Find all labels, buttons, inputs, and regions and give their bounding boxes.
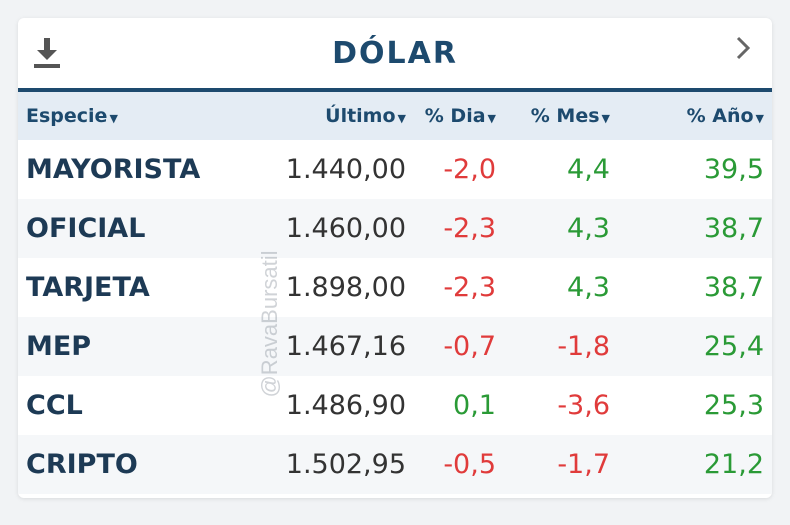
species-name: TARJETA	[26, 272, 150, 303]
species-name: OFICIAL	[26, 213, 146, 244]
species-name: CRIPTO	[26, 449, 138, 480]
column-header-mes[interactable]: % Mes ▼	[530, 105, 610, 127]
last-price: 1.440,00	[285, 154, 406, 185]
day-change: 0,1	[453, 390, 496, 421]
day-change: -2,3	[443, 213, 496, 244]
table-row[interactable]: TARJETA 1.898,00 -2,3 4,3 38,7	[18, 258, 772, 317]
table-row[interactable]: MAYORISTA 1.440,00 -2,0 4,4 39,5	[18, 140, 772, 199]
year-change: 38,7	[703, 272, 764, 303]
column-header-ano[interactable]: % Año ▼	[686, 105, 764, 127]
year-change: 38,7	[703, 213, 764, 244]
column-header-ultimo[interactable]: Último ▼	[325, 105, 406, 127]
year-change: 25,4	[703, 331, 764, 362]
sort-caret-icon: ▼	[755, 112, 764, 125]
sort-caret-icon: ▼	[601, 112, 610, 125]
year-change: 21,2	[703, 449, 764, 480]
sort-caret-icon: ▼	[109, 112, 118, 125]
sort-caret-icon: ▼	[487, 112, 496, 125]
month-change: -3,6	[557, 390, 610, 421]
table-row[interactable]: MEP 1.467,16 -0,7 -1,8 25,4	[18, 317, 772, 376]
last-price: 1.502,95	[285, 449, 406, 480]
day-change: -0,7	[443, 331, 496, 362]
day-change: -2,3	[443, 272, 496, 303]
widget-header: DÓLAR	[18, 18, 772, 92]
last-price: 1.486,90	[285, 390, 406, 421]
month-change: 4,3	[567, 272, 610, 303]
table-row[interactable]: OFICIAL 1.460,00 -2,3 4,3 38,7	[18, 199, 772, 258]
table-header-row: Especie ▼ Último ▼ % Dia ▼ % Mes ▼ % Año ▼	[18, 92, 772, 140]
dollar-widget: DÓLAR Especie ▼ Último ▼ % Dia ▼ % Mes ▼ % A…	[18, 18, 772, 498]
species-name: MAYORISTA	[26, 154, 201, 185]
widget-title: DÓLAR	[332, 36, 458, 71]
download-icon[interactable]	[32, 36, 62, 70]
species-name: MEP	[26, 331, 92, 362]
month-change: -1,7	[557, 449, 610, 480]
last-price: 1.898,00	[285, 272, 406, 303]
month-change: 4,4	[567, 154, 610, 185]
sort-caret-icon: ▼	[397, 112, 406, 125]
table-row[interactable]: CRIPTO 1.502,95 -0,5 -1,7 21,2	[18, 435, 772, 494]
last-price: 1.467,16	[285, 331, 406, 362]
day-change: -0,5	[443, 449, 496, 480]
month-change: -1,8	[557, 331, 610, 362]
day-change: -2,0	[443, 154, 496, 185]
species-name: CCL	[26, 390, 83, 421]
dollar-table: Especie ▼ Último ▼ % Dia ▼ % Mes ▼ % Año ▼ MA…	[18, 92, 772, 494]
column-header-especie[interactable]: Especie ▼	[26, 105, 118, 127]
chevron-right-icon[interactable]	[734, 35, 752, 61]
column-header-dia[interactable]: % Dia ▼	[424, 105, 496, 127]
last-price: 1.460,00	[285, 213, 406, 244]
month-change: 4,3	[567, 213, 610, 244]
year-change: 39,5	[703, 154, 764, 185]
year-change: 25,3	[703, 390, 764, 421]
table-row[interactable]: CCL 1.486,90 0,1 -3,6 25,3	[18, 376, 772, 435]
